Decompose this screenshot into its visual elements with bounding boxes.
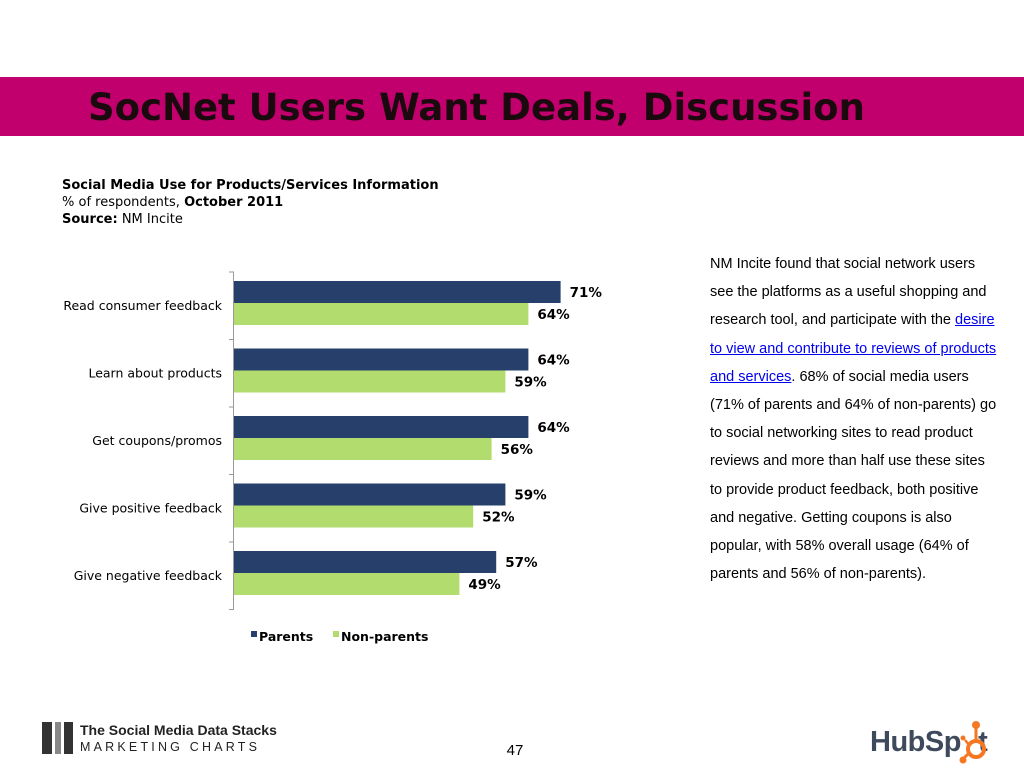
data-label: 57% (505, 555, 538, 571)
bar-non-parents (234, 505, 474, 528)
brand-line1: The Social Media Data Stacks (80, 722, 277, 738)
data-label: 59% (514, 375, 547, 391)
page-number: 47 (506, 742, 524, 759)
chart-source: Source: NM Incite (62, 211, 439, 228)
bar-parents (234, 551, 497, 573)
chart-title: Social Media Use for Products/Services I… (62, 178, 439, 193)
source-value: NM Incite (121, 212, 183, 227)
slide-title: SocNet Users Want Deals, Discussion (88, 86, 865, 129)
chart-subtitle: % of respondents, October 2011 (62, 194, 439, 211)
data-label: 59% (514, 488, 547, 504)
category-label: Get coupons/promos (92, 433, 222, 448)
data-label: 49% (468, 577, 501, 593)
chart-header: Social Media Use for Products/Services I… (62, 177, 439, 228)
legend-swatch (333, 631, 339, 637)
brand-line2: MARKETING CHARTS (80, 740, 261, 754)
category-label: Give positive feedback (79, 500, 222, 515)
reviews-link[interactable]: desire to view and contribute to reviews… (710, 312, 997, 385)
category-label: Learn about products (88, 365, 222, 380)
bar-parents (234, 416, 529, 438)
side-text-part2: . 68% of social media users (71% of pare… (710, 368, 997, 583)
title-band (0, 77, 1024, 136)
source-label: Source: (62, 212, 118, 227)
data-label: 64% (537, 420, 570, 436)
bar-parents (234, 348, 529, 371)
data-label: 64% (537, 307, 570, 323)
logo-mark-bar (55, 722, 61, 754)
hubspot-logo: HubSpot (870, 716, 1000, 766)
legend-label: Parents (259, 629, 313, 644)
data-label: 56% (501, 442, 534, 458)
bar-parents (234, 281, 561, 303)
sprocket-icon (959, 721, 986, 764)
category-label: Give negative feedback (74, 568, 223, 583)
marketing-charts-logo: The Social Media Data Stacks MARKETING C… (42, 722, 282, 758)
bar-non-parents (234, 573, 460, 595)
chart-date: October 2011 (184, 195, 284, 210)
bar-non-parents (234, 370, 506, 393)
data-label: 71% (570, 285, 603, 301)
legend-label: Non-parents (341, 629, 428, 644)
chart-subtitle-prefix: % of respondents, (62, 195, 180, 210)
bar-non-parents (234, 438, 492, 460)
side-text: NM Incite found that social network user… (710, 250, 1000, 588)
data-label: 64% (537, 353, 570, 369)
bar-parents (234, 483, 506, 506)
category-label: Read consumer feedback (63, 298, 222, 313)
logo-mark-bar (64, 722, 73, 754)
data-label: 52% (482, 510, 515, 526)
logo-mark-bar (42, 722, 52, 754)
side-text-part1: NM Incite found that social network user… (710, 256, 987, 329)
legend-swatch (251, 631, 257, 637)
bar-non-parents (234, 303, 529, 325)
